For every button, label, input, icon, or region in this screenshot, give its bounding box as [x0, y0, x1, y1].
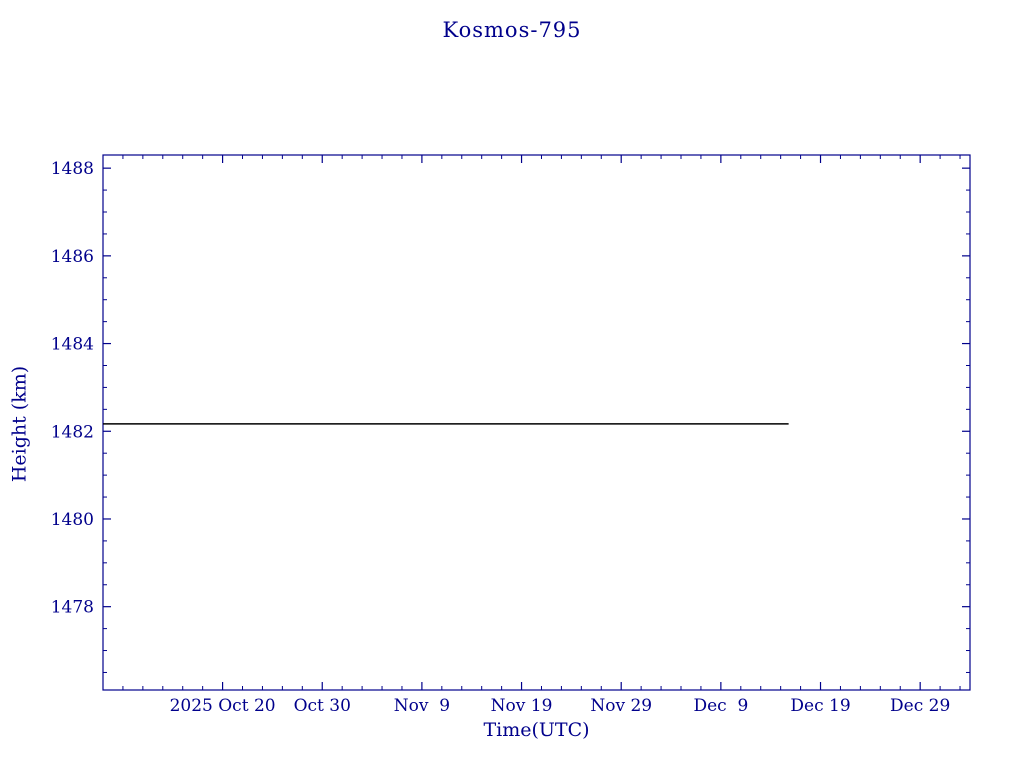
y-tick-label: 1478: [51, 598, 94, 618]
y-tick-label: 1482: [51, 422, 94, 442]
y-tick-label: 1484: [51, 335, 94, 355]
y-axis-label: Height (km): [8, 365, 31, 483]
chart-title: Kosmos-795: [442, 18, 582, 42]
x-tick-label: Oct 30: [294, 696, 351, 716]
plot-border: [102, 154, 971, 691]
x-axis-label: Time(UTC): [483, 719, 590, 741]
x-tick-label: Nov 9: [394, 696, 450, 716]
y-tick-label: 1486: [51, 247, 94, 267]
y-tick-label: 1480: [51, 510, 94, 530]
x-tick-label: Nov 29: [590, 696, 652, 716]
x-tick-label: Dec 29: [890, 696, 950, 716]
y-tick-label: 1488: [51, 159, 94, 179]
x-tick-label: 2025 Oct 20: [170, 696, 276, 716]
x-tick-label: Nov 19: [491, 696, 553, 716]
x-tick-label: Dec 19: [790, 696, 850, 716]
x-tick-label: Dec 9: [693, 696, 748, 716]
